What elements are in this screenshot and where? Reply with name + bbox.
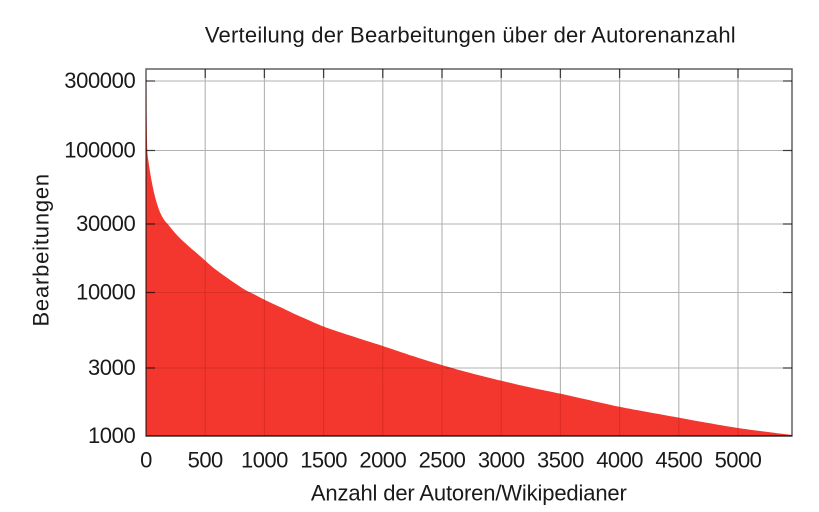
svg-text:1500: 1500 — [300, 448, 347, 473]
svg-text:Bearbeitungen: Bearbeitungen — [29, 173, 54, 327]
svg-text:5000: 5000 — [715, 448, 762, 473]
svg-text:2000: 2000 — [359, 448, 406, 473]
svg-text:100000: 100000 — [64, 138, 135, 163]
svg-text:3500: 3500 — [537, 448, 584, 473]
svg-text:3000: 3000 — [478, 448, 525, 473]
svg-text:300000: 300000 — [64, 68, 135, 93]
svg-text:Anzahl der Autoren/Wikipediane: Anzahl der Autoren/Wikipedianer — [311, 481, 627, 506]
svg-text:1000: 1000 — [88, 423, 136, 448]
svg-text:0: 0 — [140, 448, 152, 473]
svg-text:1000: 1000 — [241, 448, 288, 473]
svg-text:2500: 2500 — [419, 448, 466, 473]
svg-text:Verteilung der Bearbeitungen ü: Verteilung der Bearbeitungen über der Au… — [205, 23, 736, 48]
svg-text:4500: 4500 — [655, 448, 702, 473]
svg-text:4000: 4000 — [596, 448, 643, 473]
svg-text:30000: 30000 — [76, 211, 135, 236]
svg-text:10000: 10000 — [76, 280, 135, 305]
svg-text:500: 500 — [188, 448, 223, 473]
svg-text:3000: 3000 — [88, 355, 136, 380]
